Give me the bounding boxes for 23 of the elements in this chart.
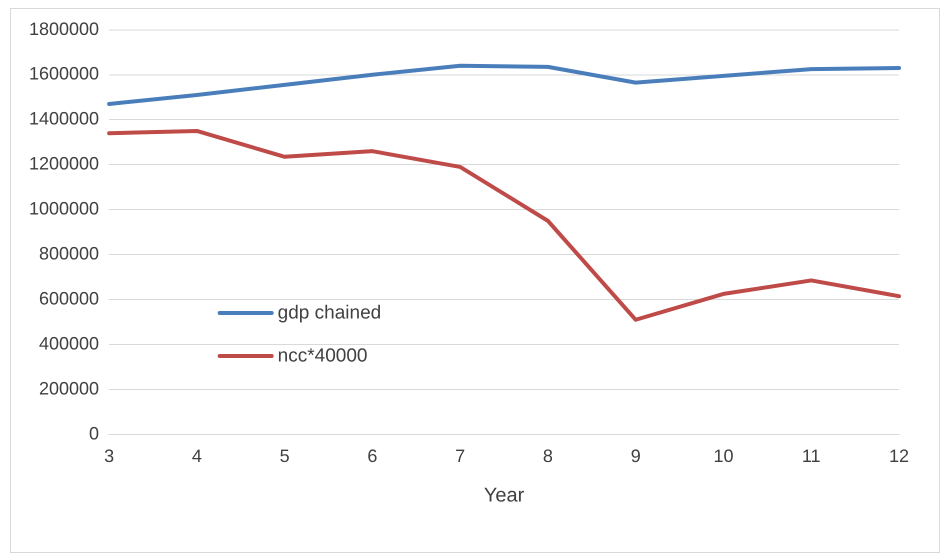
x-tick-label: 10 [713,446,734,466]
y-tick-label: 1600000 [28,64,100,84]
x-tick-label: 6 [367,446,378,466]
x-axis-title: Year [484,484,525,507]
y-tick-label: 1200000 [28,154,100,174]
x-tick-label: 8 [542,446,553,466]
x-tick-label: 9 [630,446,641,466]
x-tick-label: 5 [280,446,290,466]
y-tick-label: 1400000 [28,108,100,129]
x-tick-label: 12 [888,446,910,466]
x-tick-label: 11 [802,446,821,466]
y-tick-label: 0 [89,423,100,444]
y-tick-label: 1000000 [28,198,100,219]
y-tick-label: 800000 [38,244,100,264]
x-tick-label: 3 [104,446,114,466]
y-tick-label: 400000 [38,333,100,354]
y-tick-label: 600000 [38,288,100,308]
y-tick-label: 200000 [38,378,100,398]
legend-label: gdp chained [278,302,382,324]
y-tick-label: 1800000 [28,18,100,39]
legend-label: ncc*40000 [278,345,368,366]
x-tick-label: 4 [192,446,202,466]
x-tick-label: 7 [455,446,466,466]
